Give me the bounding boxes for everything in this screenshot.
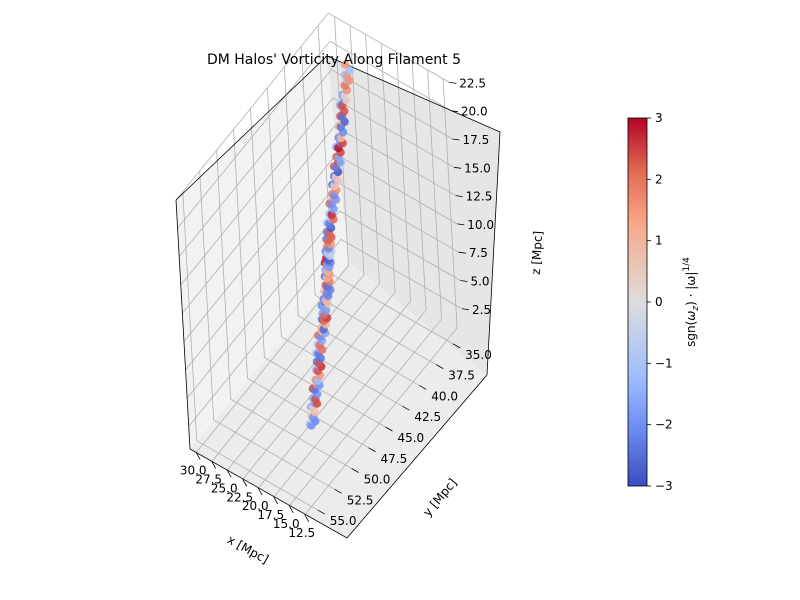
y-gridline <box>199 170 335 490</box>
x-tick <box>273 496 279 505</box>
y-gridline <box>300 46 437 365</box>
z-tick-label: 20.0 <box>461 105 488 119</box>
z-axis-label: z [Mpc] <box>529 230 545 275</box>
x-tick-label: 17.5 <box>257 508 284 522</box>
x-tick-label: 25.0 <box>211 481 238 495</box>
z-tick-label: 12.5 <box>466 190 493 204</box>
colorbar-tick-label: 3 <box>655 111 663 125</box>
y-tick-label: 55.0 <box>330 514 357 528</box>
y-tick-label: 45.0 <box>397 431 424 445</box>
y-tick <box>452 343 461 349</box>
back-pane <box>327 56 500 375</box>
y-tick-label: 42.5 <box>414 410 441 424</box>
colorbar-tick-label: 0 <box>655 295 663 309</box>
x-gridline <box>304 78 458 516</box>
y-tick <box>385 426 393 432</box>
y-tick <box>317 509 325 515</box>
colorbar: −3 −2 −1 0 1 2 3 sgn(ωz) · |ω|1/4 <box>627 111 701 493</box>
z-tick-label: 5.0 <box>470 274 489 288</box>
z-tick-label: 2.5 <box>472 303 491 317</box>
x-tick-label: 15.0 <box>273 517 300 531</box>
colorbar-tick-label: −1 <box>655 356 673 370</box>
x-gridline <box>211 25 365 462</box>
x-tick-label: 30.0 <box>180 464 207 478</box>
y-tick-label: 35.0 <box>465 348 492 362</box>
scatter-points <box>305 60 354 430</box>
z-tick-label: 7.5 <box>469 246 488 260</box>
z-gridline <box>186 210 461 399</box>
z-tick <box>452 138 460 141</box>
x-tick <box>226 470 232 478</box>
z-tick <box>454 166 462 169</box>
z-gridline <box>188 238 463 427</box>
y-tick-label: 47.5 <box>381 452 408 466</box>
y-tick <box>419 385 427 390</box>
x-tick <box>304 514 310 523</box>
z-tick <box>460 280 468 282</box>
y-gridline <box>250 108 386 428</box>
data-point <box>341 60 350 69</box>
left-pane <box>176 56 349 449</box>
x-axis-label: x [Mpc] <box>225 533 271 567</box>
x-tick <box>257 487 263 496</box>
axes-3d: 12.515.017.520.022.525.027.530.035.037.5… <box>175 12 501 540</box>
y-gridline <box>182 191 318 511</box>
y-gridline <box>266 87 403 407</box>
y-tick <box>334 488 342 494</box>
y-axis-label: y [Mpc] <box>420 476 460 519</box>
z-gridline <box>177 40 452 229</box>
y-tick <box>436 364 444 369</box>
colorbar-ticks: −3 −2 −1 0 1 2 3 <box>647 111 673 493</box>
y-tick-label: 52.5 <box>347 493 374 507</box>
z-tick-label: 15.0 <box>464 161 491 175</box>
z-tick-label: 22.5 <box>459 76 486 90</box>
x-gridline <box>242 43 396 480</box>
x-gridline <box>273 61 427 498</box>
z-tick <box>455 195 463 197</box>
z-gridline <box>175 12 450 201</box>
z-gridline <box>178 69 453 257</box>
pane-edges <box>175 55 501 539</box>
colorbar-tick-label: −3 <box>655 479 673 493</box>
y-gridline <box>283 67 420 386</box>
y-gridline <box>233 129 369 449</box>
y-tick <box>402 405 410 411</box>
x-tick-label: 12.5 <box>288 526 315 540</box>
z-gridline <box>180 97 455 286</box>
chart-title: DM Halos' Vorticity Along Filament 5 <box>207 52 461 68</box>
y-gridline <box>216 150 352 469</box>
x-gridline <box>226 34 380 471</box>
x-tick-label: 27.5 <box>195 472 222 486</box>
colorbar-tick-label: −2 <box>655 418 673 432</box>
z-tick-label: 17.5 <box>462 133 489 147</box>
z-tick <box>450 110 458 113</box>
x-tick <box>211 461 217 469</box>
y-tick <box>351 468 359 473</box>
x-tick <box>242 479 248 487</box>
z-tick <box>458 251 466 254</box>
y-tick-label: 50.0 <box>364 473 391 487</box>
z-tick-label: 10.0 <box>467 218 494 232</box>
z-tick <box>461 308 470 311</box>
x-tick-label: 20.0 <box>242 499 269 513</box>
colorbar-label: sgn(ωz) · |ω|1/4 <box>682 257 701 347</box>
colorbar-gradient <box>628 118 647 486</box>
axis-ticks: 12.515.017.520.022.525.027.530.035.037.5… <box>180 76 494 539</box>
colorbar-tick-label: 2 <box>655 172 663 186</box>
x-gridline <box>195 16 349 453</box>
z-tick <box>449 82 457 84</box>
y-tick-label: 40.0 <box>431 389 458 403</box>
x-gridline <box>288 69 442 507</box>
x-tick <box>195 452 201 460</box>
x-tick <box>288 505 294 514</box>
colorbar-tick-label: 1 <box>655 234 663 248</box>
y-tick <box>368 447 376 453</box>
x-tick-label: 22.5 <box>226 490 253 504</box>
z-tick <box>457 223 465 226</box>
y-tick-label: 37.5 <box>448 369 475 383</box>
